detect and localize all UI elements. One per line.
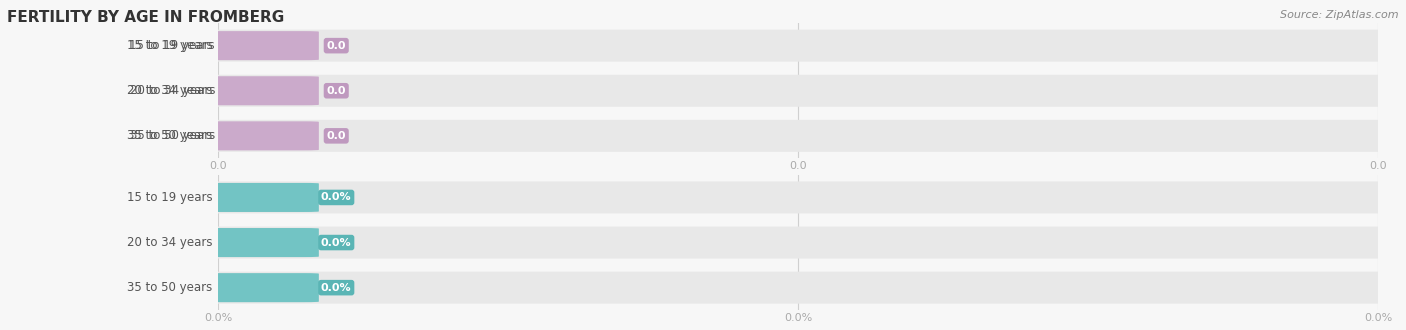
Text: Source: ZipAtlas.com: Source: ZipAtlas.com	[1281, 10, 1399, 20]
Text: 15 to 19 years: 15 to 19 years	[127, 39, 212, 52]
Text: 15 to 19 years: 15 to 19 years	[127, 191, 212, 204]
FancyBboxPatch shape	[201, 272, 1395, 304]
FancyBboxPatch shape	[201, 75, 1395, 107]
FancyBboxPatch shape	[204, 273, 319, 302]
Text: 35 to 50 years: 35 to 50 years	[129, 129, 215, 142]
FancyBboxPatch shape	[201, 30, 1395, 62]
Text: 0.0%: 0.0%	[321, 238, 352, 248]
FancyBboxPatch shape	[204, 228, 319, 257]
Text: 20 to 34 years: 20 to 34 years	[127, 84, 212, 97]
FancyBboxPatch shape	[204, 76, 319, 105]
Text: 15 to 19 years: 15 to 19 years	[129, 39, 215, 52]
Text: 0.0: 0.0	[326, 41, 346, 50]
Text: 0.0%: 0.0%	[321, 192, 352, 202]
FancyBboxPatch shape	[201, 182, 1395, 214]
FancyBboxPatch shape	[204, 183, 319, 212]
Text: 20 to 34 years: 20 to 34 years	[127, 236, 212, 249]
FancyBboxPatch shape	[204, 121, 319, 150]
Text: 0.0: 0.0	[326, 131, 346, 141]
Text: 0.0: 0.0	[326, 86, 346, 96]
Text: 35 to 50 years: 35 to 50 years	[127, 281, 212, 294]
FancyBboxPatch shape	[201, 120, 1395, 152]
Text: 0.0%: 0.0%	[321, 283, 352, 293]
Text: 35 to 50 years: 35 to 50 years	[127, 129, 212, 142]
Text: FERTILITY BY AGE IN FROMBERG: FERTILITY BY AGE IN FROMBERG	[7, 10, 284, 25]
FancyBboxPatch shape	[201, 226, 1395, 259]
FancyBboxPatch shape	[204, 31, 319, 60]
Text: 20 to 34 years: 20 to 34 years	[129, 84, 215, 97]
